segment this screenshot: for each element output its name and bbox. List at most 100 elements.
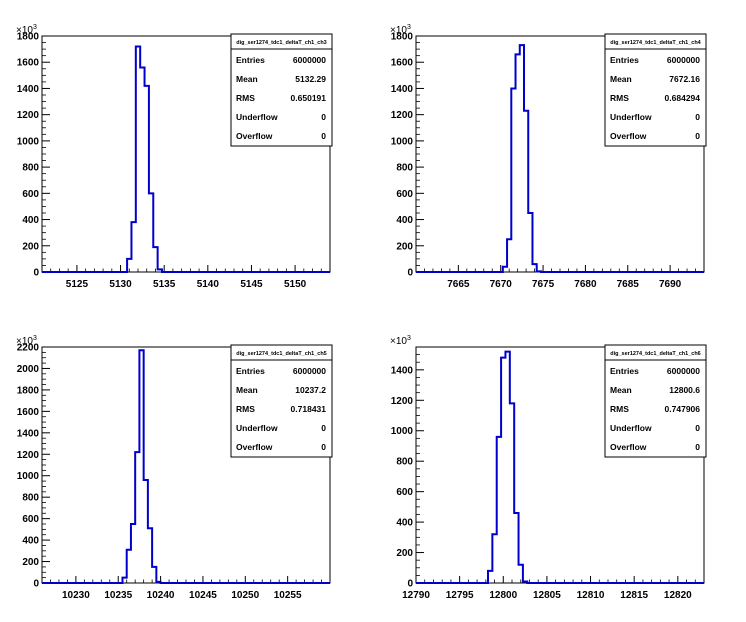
- y-tick-label: 1800: [17, 32, 40, 43]
- y-tick-label: 200: [22, 557, 39, 568]
- stats-label: Mean: [610, 74, 632, 84]
- stats-label: Underflow: [610, 423, 652, 433]
- stats-box: [604, 344, 707, 458]
- stats-label: Entries: [610, 366, 639, 376]
- y-tick-label: 0: [407, 268, 413, 279]
- stats-label: Mean: [236, 74, 258, 84]
- y-tick-label: 0: [33, 579, 39, 590]
- stats-value: 0: [321, 423, 326, 433]
- histogram-line: [42, 45, 330, 273]
- y-tick-label: 1800: [17, 385, 40, 396]
- y-tick-label: 1400: [391, 84, 414, 95]
- y-tick-label: 800: [22, 493, 39, 504]
- stats-label: RMS: [610, 93, 629, 103]
- y-tick-label: 200: [396, 548, 413, 559]
- histogram-line: [42, 349, 330, 584]
- y-tick-label: 2000: [17, 364, 40, 375]
- stats-value: 6000000: [293, 366, 326, 376]
- stats-box: [230, 344, 333, 458]
- stats-label: Overflow: [236, 442, 273, 452]
- histogram-name: dig_ser1274_tdc1_deltaT_ch1_ch4: [610, 40, 701, 46]
- y-tick-label: 1200: [391, 396, 414, 407]
- stats-value: 0: [321, 112, 326, 122]
- histogram-pad-ch6: 12790 12795 12800 12805 12810 12815 12820 0 200 4…: [390, 335, 707, 601]
- stats-label: Mean: [610, 385, 632, 395]
- histogram-pad-ch4: 7665 7670 7675 7680 7685 7690 0 200 400 600 800 100…: [390, 24, 707, 290]
- x-tick-label: 10250: [231, 590, 259, 601]
- y-tick-label: 400: [396, 518, 413, 529]
- stats-value: 6000000: [667, 55, 700, 65]
- y-tick-label: 800: [396, 163, 413, 174]
- stats-box: [230, 33, 333, 147]
- y-tick-label: 800: [22, 163, 39, 174]
- y-tick-label: 400: [22, 536, 39, 547]
- y-tick-label: 600: [22, 514, 39, 525]
- stats-value: 12800.6: [669, 385, 700, 395]
- stats-value: 0.684294: [665, 93, 701, 103]
- histogram-pad-ch5: 10230 10235 10240 10245 10250 10255 0 200 400 600…: [16, 335, 333, 601]
- histogram-name: dig_ser1274_tdc1_deltaT_ch1_ch6: [610, 351, 701, 357]
- histogram-line: [416, 350, 704, 584]
- stats-label: RMS: [236, 404, 255, 414]
- y-tick-label: 1200: [17, 110, 40, 121]
- stats-label: Underflow: [610, 112, 652, 122]
- y-tick-label: 1600: [17, 407, 40, 418]
- y-tick-label: 400: [22, 215, 39, 226]
- y-axis-multiplier: ×103: [16, 24, 37, 36]
- stats-label: Mean: [236, 385, 258, 395]
- histogram-name: dig_ser1274_tdc1_deltaT_ch1_ch3: [236, 40, 327, 46]
- stats-value: 0: [695, 112, 700, 122]
- x-tick-label: 10235: [104, 590, 132, 601]
- stats-label: Overflow: [610, 442, 647, 452]
- x-tick-label: 12815: [620, 590, 648, 601]
- y-tick-label: 0: [33, 268, 39, 279]
- y-tick-label: 2200: [17, 343, 40, 354]
- stats-label: Overflow: [236, 131, 273, 141]
- stats-value: 6000000: [293, 55, 326, 65]
- y-tick-label: 400: [396, 215, 413, 226]
- x-tick-label: 12820: [664, 590, 692, 601]
- x-tick-label: 7690: [659, 279, 682, 290]
- y-tick-label: 1600: [17, 58, 40, 69]
- stats-value: 5132.29: [295, 74, 326, 84]
- y-axis-multiplier: ×103: [16, 335, 37, 347]
- y-tick-label: 800: [396, 457, 413, 468]
- stats-value: 0.650191: [291, 93, 327, 103]
- y-tick-label: 1000: [17, 136, 40, 147]
- x-tick-label: 12810: [577, 590, 605, 601]
- histogram-name: dig_ser1274_tdc1_deltaT_ch1_ch5: [236, 351, 327, 357]
- y-tick-label: 1800: [391, 32, 414, 43]
- x-tick-label: 7670: [490, 279, 513, 290]
- y-tick-label: 200: [22, 241, 39, 252]
- stats-value: 0.718431: [291, 404, 327, 414]
- stats-label: Entries: [236, 366, 265, 376]
- y-tick-label: 600: [396, 189, 413, 200]
- y-tick-label: 600: [396, 487, 413, 498]
- histogram-line: [416, 44, 704, 273]
- stats-value: 0.747906: [665, 404, 701, 414]
- x-tick-label: 5145: [240, 279, 263, 290]
- x-tick-label: 10240: [147, 590, 175, 601]
- stats-value: 0: [695, 442, 700, 452]
- stats-value: 6000000: [667, 366, 700, 376]
- x-tick-label: 7665: [447, 279, 470, 290]
- y-tick-label: 1400: [391, 365, 414, 376]
- x-tick-label: 7680: [574, 279, 597, 290]
- stats-label: Overflow: [610, 131, 647, 141]
- histogram-bin: [140, 67, 144, 272]
- y-axis-multiplier: ×103: [390, 24, 411, 36]
- y-tick-label: 200: [396, 241, 413, 252]
- stats-value: 10237.2: [295, 385, 326, 395]
- y-axis-multiplier: ×103: [390, 335, 411, 347]
- histogram-pad-ch3: 5125 5130 5135 5140 5145 5150 0 200 400 600 800 100…: [16, 24, 333, 290]
- x-tick-label: 12790: [402, 590, 430, 601]
- y-tick-label: 1400: [17, 428, 40, 439]
- y-tick-label: 1000: [391, 136, 414, 147]
- y-tick-label: 1000: [17, 471, 40, 482]
- stats-value: 0: [321, 131, 326, 141]
- stats-label: Entries: [610, 55, 639, 65]
- x-tick-label: 7675: [532, 279, 555, 290]
- y-tick-label: 0: [407, 579, 413, 590]
- y-tick-label: 1400: [17, 84, 40, 95]
- stats-box: [604, 33, 707, 147]
